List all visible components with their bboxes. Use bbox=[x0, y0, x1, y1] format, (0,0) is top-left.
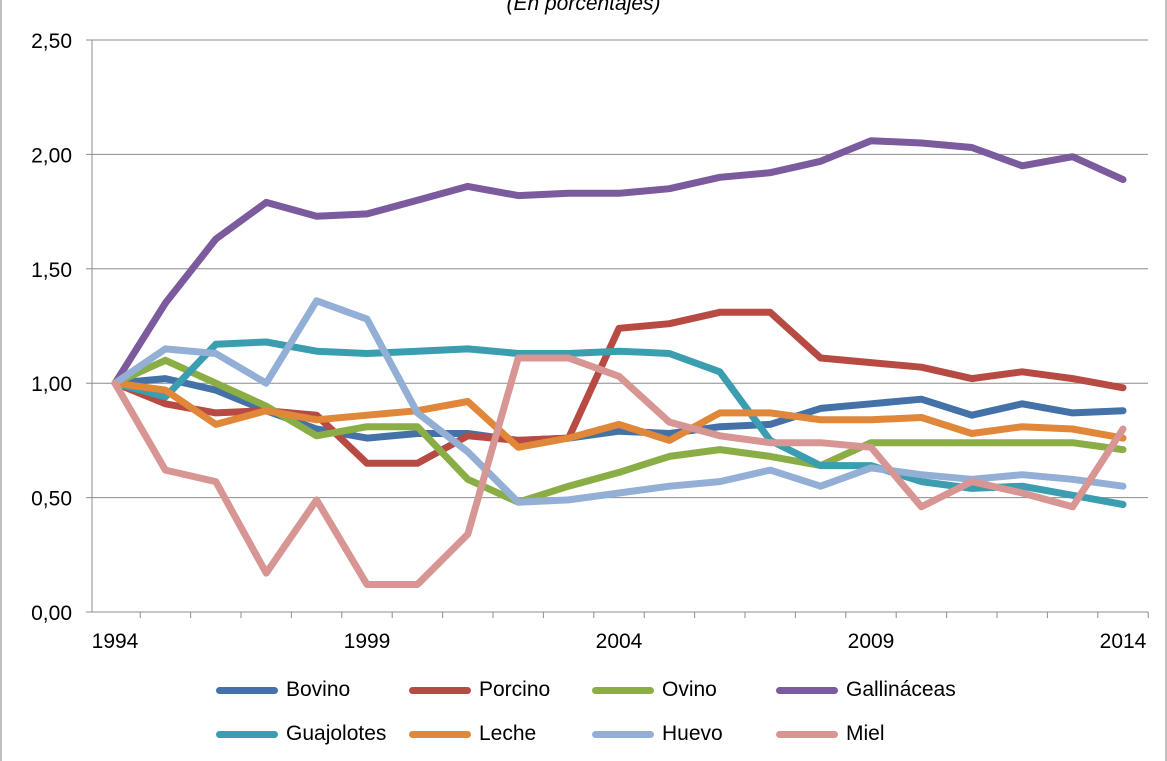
series-line-miel bbox=[111, 354, 1127, 588]
legend-label: Huevo bbox=[662, 722, 723, 745]
legend-swatch bbox=[592, 686, 654, 694]
legend-swatch bbox=[216, 730, 278, 738]
legend-label: Leche bbox=[479, 722, 537, 745]
series-line-gallinaceas bbox=[111, 137, 1127, 387]
legend-label: Porcino bbox=[479, 678, 551, 701]
legend-swatch bbox=[216, 686, 278, 694]
legend-item: Leche bbox=[409, 720, 536, 748]
legend-swatch bbox=[409, 730, 471, 738]
legend-label: Bovino bbox=[286, 678, 351, 701]
legend-swatch bbox=[592, 730, 654, 738]
legend-label: Miel bbox=[846, 722, 885, 745]
y-tick-label: 1,50 bbox=[31, 259, 72, 282]
legend-item: Guajolotes bbox=[216, 720, 386, 748]
y-tick-label: 0,50 bbox=[31, 488, 72, 511]
series-line-huevo bbox=[111, 297, 1127, 506]
x-tick-label: 2014 bbox=[1100, 630, 1147, 653]
legend-item: Porcino bbox=[409, 676, 550, 704]
chart-subtitle: (En porcentajes) bbox=[506, 0, 661, 15]
legend-label: Ovino bbox=[662, 678, 717, 701]
legend-label: Gallináceas bbox=[846, 678, 956, 701]
legend-item: Miel bbox=[776, 720, 885, 748]
y-tick-label: 2,00 bbox=[31, 144, 72, 167]
legend-item: Huevo bbox=[592, 720, 723, 748]
legend-item: Ovino bbox=[592, 676, 717, 704]
series-line-leche bbox=[111, 379, 1127, 451]
x-tick-label: 2004 bbox=[596, 630, 643, 653]
legend-swatch bbox=[776, 730, 838, 738]
legend-swatch bbox=[776, 686, 838, 694]
x-tick-label: 1994 bbox=[92, 630, 139, 653]
y-tick-label: 2,50 bbox=[31, 30, 72, 53]
legend-label: Guajolotes bbox=[286, 722, 387, 745]
legend-item: Bovino bbox=[216, 676, 350, 704]
x-tick-label: 1999 bbox=[344, 630, 391, 653]
legend-item: Gallináceas bbox=[776, 676, 956, 704]
y-tick-label: 0,00 bbox=[31, 602, 72, 625]
y-tick-label: 1,00 bbox=[31, 373, 72, 396]
x-tick-label: 2009 bbox=[848, 630, 895, 653]
legend-swatch bbox=[409, 686, 471, 694]
